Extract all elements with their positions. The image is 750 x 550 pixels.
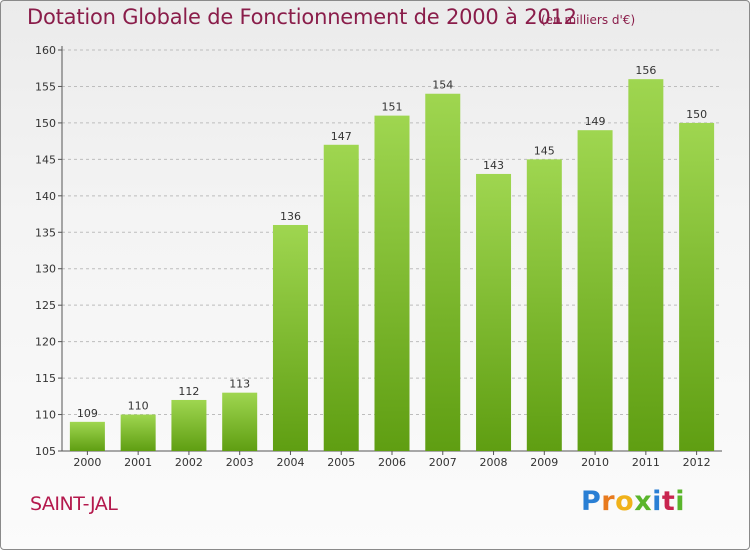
bar-value-label: 149: [585, 115, 606, 128]
logo-letter: o: [615, 486, 635, 517]
x-tick-label: 2005: [327, 456, 355, 469]
bar-value-label: 156: [635, 64, 656, 77]
x-tick-label: 2011: [632, 456, 660, 469]
bar: [120, 414, 156, 451]
y-tick-label: 120: [35, 336, 56, 349]
bar: [222, 392, 258, 451]
y-tick-label: 110: [35, 409, 56, 422]
y-tick-label: 115: [35, 372, 56, 385]
bar-value-label: 110: [128, 400, 149, 413]
x-tick-label: 2003: [226, 456, 254, 469]
bar-value-label: 151: [382, 101, 403, 114]
bar: [526, 159, 562, 451]
y-tick-label: 150: [35, 117, 56, 130]
commune-name: SAINT-JAL: [30, 493, 118, 515]
bar-value-label: 154: [432, 79, 453, 92]
proxiti-logo[interactable]: Proxiti: [581, 486, 685, 517]
bar: [476, 173, 512, 452]
bar: [679, 122, 715, 451]
logo-letter: i: [652, 486, 662, 517]
bar-value-label: 147: [331, 130, 352, 143]
y-tick-label: 155: [35, 80, 56, 93]
bar: [628, 79, 664, 451]
bar-value-label: 143: [483, 159, 504, 172]
bar-value-label: 145: [534, 144, 555, 157]
logo-letter: i: [675, 486, 686, 517]
y-tick-label: 145: [35, 153, 56, 166]
logo-letter: t: [661, 486, 676, 517]
x-tick-label: 2007: [429, 456, 457, 469]
bar-value-label: 112: [178, 385, 199, 398]
bar: [374, 115, 410, 452]
x-tick-label: 2006: [378, 456, 406, 469]
bar: [171, 399, 207, 451]
logo-letter: r: [601, 486, 616, 517]
x-tick-label: 2002: [175, 456, 203, 469]
bar: [272, 224, 308, 451]
chart-subtitle: (en milliers d'€): [541, 13, 636, 27]
y-tick-label: 125: [35, 299, 56, 312]
logo-letter: P: [581, 486, 602, 517]
x-tick-label: 2001: [124, 456, 152, 469]
y-tick-label: 135: [35, 226, 56, 239]
x-tick-label: 2012: [683, 456, 711, 469]
chart-title: Dotation Globale de Fonctionnement de 20…: [27, 5, 577, 29]
y-tick-label: 105: [35, 445, 56, 458]
bar-value-label: 109: [77, 407, 98, 420]
bar: [69, 421, 105, 451]
labels: 105 110 115 120 125 130 135 140 145 150 155 160 109 2…: [35, 44, 711, 469]
x-tick-label: 2008: [480, 456, 508, 469]
x-tick-label: 2009: [530, 456, 558, 469]
bars: [69, 79, 715, 452]
y-tick-label: 140: [35, 190, 56, 203]
logo-letter: x: [634, 486, 653, 517]
y-tick-label: 130: [35, 263, 56, 276]
y-tick-label: 160: [35, 44, 56, 57]
x-tick-label: 2000: [73, 456, 101, 469]
x-tick-label: 2004: [276, 456, 304, 469]
bar: [577, 130, 613, 451]
bar-value-label: 113: [229, 378, 250, 391]
x-tick-label: 2010: [581, 456, 609, 469]
bar-value-label: 150: [686, 108, 707, 121]
bar: [323, 144, 359, 452]
bar-value-label: 136: [280, 210, 301, 223]
bar: [425, 93, 461, 451]
